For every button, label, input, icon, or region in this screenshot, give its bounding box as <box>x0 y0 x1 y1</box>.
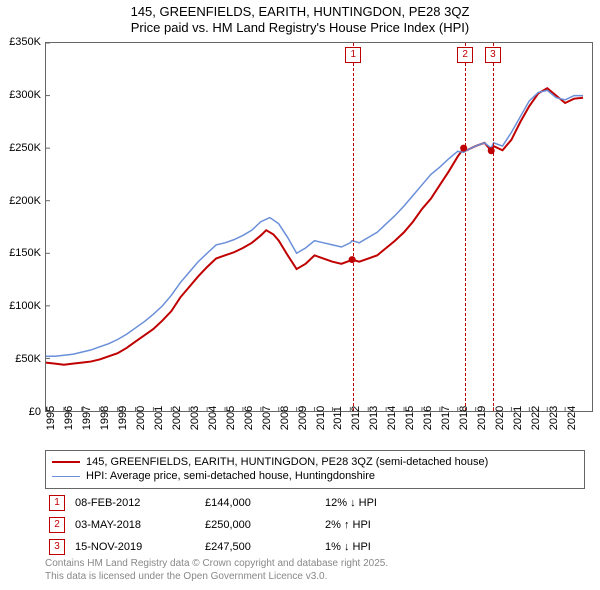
x-tick-label: 2020 <box>494 406 506 430</box>
event-date: 08-FEB-2012 <box>75 497 195 509</box>
y-axis: £0£50K£100K£150K£200K£250K£300K£350K <box>0 42 43 412</box>
sale-event-row: 2 03-MAY-2018 £250,000 2% ↑ HPI <box>45 514 585 536</box>
x-tick-label: 1995 <box>45 406 57 430</box>
plot-area: 1 23 <box>45 42 593 412</box>
event-number: 3 <box>49 539 65 555</box>
x-tick-label: 2022 <box>530 406 542 430</box>
footer-line1: Contains HM Land Registry data © Crown c… <box>45 558 585 571</box>
event-delta: 12% ↓ HPI <box>325 497 425 509</box>
sale-marker <box>349 256 356 263</box>
x-tick-label: 2000 <box>135 406 147 430</box>
x-tick-label: 2007 <box>261 406 273 430</box>
event-price: £247,500 <box>205 541 315 553</box>
x-tick-label: 1996 <box>63 406 75 430</box>
x-tick-label: 2008 <box>279 406 291 430</box>
legend-swatch-property <box>52 461 80 463</box>
y-tick-label: £350K <box>9 36 41 48</box>
event-number: 1 <box>49 495 65 511</box>
title-address: 145, GREENFIELDS, EARITH, HUNTINGDON, PE… <box>0 4 600 20</box>
event-marker: 2 <box>457 47 473 63</box>
x-tick-label: 2024 <box>566 406 578 430</box>
x-tick-label: 2014 <box>386 406 398 430</box>
x-tick-label: 2006 <box>243 406 255 430</box>
y-tick-label: £0 <box>29 406 41 418</box>
legend-item-hpi: HPI: Average price, semi-detached house,… <box>52 469 578 483</box>
x-tick-label: 2023 <box>548 406 560 430</box>
x-tick-label: 2016 <box>422 406 434 430</box>
chart-title: 145, GREENFIELDS, EARITH, HUNTINGDON, PE… <box>0 0 600 37</box>
event-price: £144,000 <box>205 497 315 509</box>
y-tick-label: £250K <box>9 142 41 154</box>
x-tick-label: 2002 <box>171 406 183 430</box>
x-tick-label: 2003 <box>189 406 201 430</box>
y-tick-label: £300K <box>9 89 41 101</box>
event-delta: 2% ↑ HPI <box>325 519 425 531</box>
legend-label-hpi: HPI: Average price, semi-detached house,… <box>86 469 375 483</box>
x-tick-label: 2005 <box>225 406 237 430</box>
x-tick-label: 2018 <box>458 406 470 430</box>
line-chart-svg <box>46 43 592 411</box>
event-date: 03-MAY-2018 <box>75 519 195 531</box>
legend-label-property: 145, GREENFIELDS, EARITH, HUNTINGDON, PE… <box>86 455 488 469</box>
title-subtitle: Price paid vs. HM Land Registry's House … <box>0 20 600 36</box>
event-date: 15-NOV-2019 <box>75 541 195 553</box>
price-vs-hpi-figure: 145, GREENFIELDS, EARITH, HUNTINGDON, PE… <box>0 0 600 590</box>
x-axis: 1995199619971998199920002001200220032004… <box>45 414 593 454</box>
event-number: 2 <box>49 517 65 533</box>
x-tick-label: 1999 <box>117 406 129 430</box>
x-tick-label: 2012 <box>350 406 362 430</box>
x-tick-label: 2015 <box>404 406 416 430</box>
x-tick-label: 2009 <box>297 406 309 430</box>
y-tick-label: £100K <box>9 300 41 312</box>
footer-note: Contains HM Land Registry data © Crown c… <box>45 558 585 583</box>
series-property <box>46 88 583 364</box>
event-marker: 3 <box>485 47 501 63</box>
legend-swatch-hpi <box>52 476 80 477</box>
x-tick-label: 2021 <box>512 406 524 430</box>
x-tick-label: 2010 <box>315 406 327 430</box>
event-delta: 1% ↓ HPI <box>325 541 425 553</box>
x-tick-label: 1997 <box>81 406 93 430</box>
sale-event-row: 3 15-NOV-2019 £247,500 1% ↓ HPI <box>45 536 585 558</box>
footer-line2: This data is licensed under the Open Gov… <box>45 571 585 584</box>
legend-item-property: 145, GREENFIELDS, EARITH, HUNTINGDON, PE… <box>52 455 578 469</box>
series-hpi <box>46 90 583 356</box>
x-tick-label: 2001 <box>153 406 165 430</box>
event-marker: 1 <box>345 47 361 63</box>
event-line <box>465 43 466 411</box>
y-tick-label: £50K <box>15 353 41 365</box>
x-tick-label: 2017 <box>440 406 452 430</box>
sale-events-table: 1 08-FEB-2012 £144,000 12% ↓ HPI 2 03-MAY-201… <box>45 492 585 558</box>
x-tick-label: 2011 <box>332 406 344 430</box>
x-tick-label: 2004 <box>207 406 219 430</box>
x-tick-label: 2013 <box>368 406 380 430</box>
sale-event-row: 1 08-FEB-2012 £144,000 12% ↓ HPI <box>45 492 585 514</box>
y-tick-label: £200K <box>9 195 41 207</box>
legend: 145, GREENFIELDS, EARITH, HUNTINGDON, PE… <box>45 450 585 489</box>
y-tick-label: £150K <box>9 247 41 259</box>
event-price: £250,000 <box>205 519 315 531</box>
x-tick-label: 2019 <box>476 406 488 430</box>
event-line <box>353 43 354 411</box>
event-line <box>493 43 494 411</box>
x-tick-label: 1998 <box>99 406 111 430</box>
